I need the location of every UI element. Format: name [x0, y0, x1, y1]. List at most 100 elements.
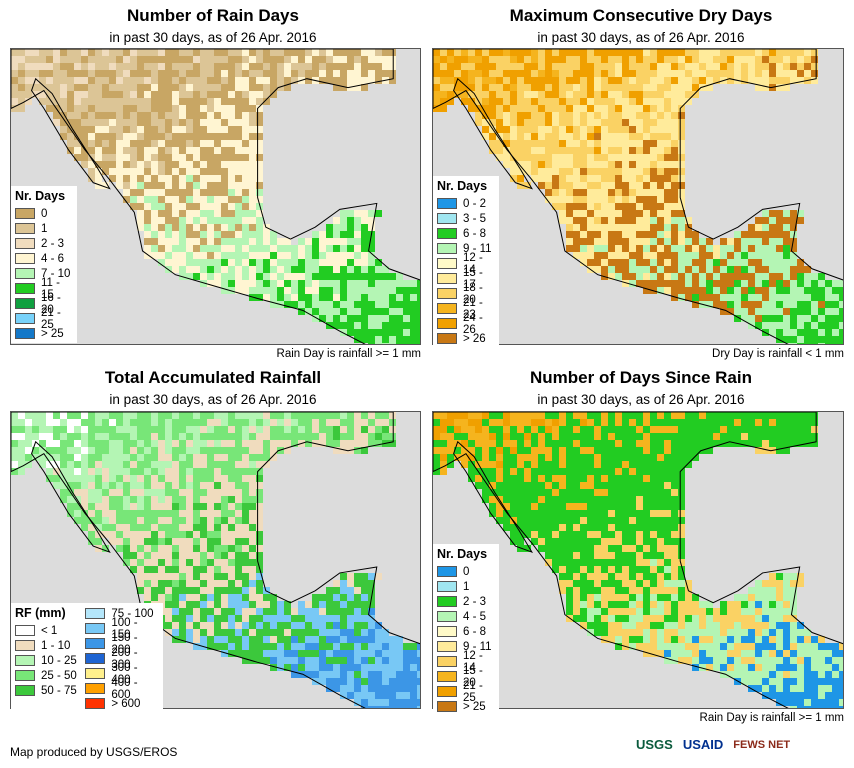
- legend-label: 21 - 25: [41, 306, 61, 331]
- legend-item: 150 - 200: [85, 632, 159, 656]
- legend-label: 12 - 14: [463, 649, 483, 674]
- legend-swatch: [85, 698, 106, 709]
- legend-swatch: [437, 243, 457, 254]
- legend-swatch: [15, 238, 35, 249]
- legend-swatch: [15, 268, 35, 279]
- legend-label: 150 - 200: [111, 631, 138, 656]
- legend-item: 50 - 75: [15, 683, 77, 698]
- legend-swatch: [437, 213, 457, 224]
- legend-swatch: [437, 318, 457, 329]
- legend-item: 11 - 15: [15, 277, 73, 301]
- legend-label: 0 - 2: [463, 197, 487, 210]
- legend-swatch: [85, 623, 106, 634]
- legend-item: 4 - 5: [437, 609, 495, 624]
- legend-item: 15 - 20: [437, 665, 495, 689]
- legend-label: 300 - 400: [111, 661, 138, 686]
- legend-item: 12 - 14: [437, 650, 495, 674]
- panel-title: Maximum Consecutive Dry Days: [509, 6, 773, 25]
- legend-label: 18 - 20: [463, 281, 483, 306]
- panel-subtitle: in past 30 days, as of 26 Apr. 2016: [537, 392, 745, 407]
- legend-rain-days: Nr. Days 0 1 2 - 3 4 - 6 7 - 10 11 - 15 16 - 2…: [11, 186, 77, 343]
- legend-swatch: [15, 283, 35, 294]
- legend-swatch: [437, 303, 457, 314]
- panel-title: Total Accumulated Rainfall: [104, 368, 322, 387]
- legend-label: 15 - 20: [463, 664, 483, 689]
- usgs-logo: USGS: [636, 737, 673, 752]
- legend-dry-days: Nr. Days 0 - 2 3 - 5 6 - 8 9 - 11 12 - 14 15 …: [433, 176, 499, 348]
- legend-label: > 25: [463, 700, 486, 713]
- legend-swatch: [437, 273, 457, 284]
- legend-item: 200 - 300: [85, 647, 159, 671]
- legend-swatch: [15, 208, 35, 219]
- legend-swatch: [437, 198, 457, 209]
- country-border: [433, 412, 843, 708]
- legend-label: 10 - 25: [41, 654, 77, 667]
- legend-label: 9 - 11: [463, 242, 492, 255]
- country-border: [453, 440, 534, 554]
- legend-item: 21 - 23: [437, 297, 495, 321]
- legend-label: 9 - 11: [463, 640, 492, 653]
- legend-item: 25 - 50: [15, 668, 77, 683]
- map-rainfall: [10, 411, 421, 709]
- legend-item: 12 - 14: [437, 252, 495, 276]
- footnote-days-since-rain: Rain Day is rainfall >= 1 mm: [699, 712, 844, 724]
- country-border: [11, 412, 420, 708]
- map-canvas: [11, 412, 420, 708]
- legend-item: 400 - 600: [85, 677, 159, 701]
- legend-item: > 26: [437, 331, 495, 346]
- legend-swatch: [437, 288, 457, 299]
- legend-swatch: [15, 313, 35, 324]
- legend-swatch: [437, 611, 457, 622]
- legend-swatch: [15, 655, 35, 666]
- country-border: [453, 77, 534, 190]
- legend-swatch: [437, 626, 457, 637]
- legend-item: 1 - 10: [15, 638, 77, 653]
- legend-item: 0: [437, 564, 495, 579]
- legend-item: 6 - 8: [437, 226, 495, 241]
- legend-item: 18 - 20: [437, 282, 495, 306]
- country-border: [30, 440, 111, 554]
- map-dry-days: [432, 48, 844, 345]
- legend-label: 21 - 23: [463, 296, 483, 321]
- country-border: [11, 49, 420, 344]
- map-rain-days: [10, 48, 421, 345]
- legend-item: 6 - 8: [437, 624, 495, 639]
- legend-label: 1: [41, 222, 48, 235]
- legend-rainfall: RF (mm) < 1 1 - 10 10 - 25 25 - 50 50 - 75 7…: [11, 603, 163, 713]
- legend-item: 2 - 3: [437, 594, 495, 609]
- legend-label: 7 - 10: [41, 267, 71, 280]
- legend-item: 9 - 11: [437, 639, 495, 654]
- legend-swatch: [85, 683, 106, 694]
- legend-item: 4 - 6: [15, 251, 73, 266]
- panel-title: Number of Days Since Rain: [529, 368, 752, 387]
- map-canvas: [433, 412, 843, 708]
- legend-swatch: [85, 653, 106, 664]
- legend-title: RF (mm): [15, 606, 66, 620]
- footnote-rain-days: Rain Day is rainfall >= 1 mm: [276, 348, 421, 360]
- legend-item: 21 - 25: [15, 307, 73, 331]
- legend-item: > 25: [15, 326, 73, 341]
- legend-label: 4 - 5: [463, 610, 487, 623]
- legend-label: 75 - 100: [111, 607, 154, 620]
- legend-item: 0 - 2: [437, 196, 495, 211]
- legend-item: > 25: [437, 699, 495, 714]
- legend-swatch: [437, 671, 457, 682]
- legend-swatch: [15, 223, 35, 234]
- legend-swatch: [437, 641, 457, 652]
- legend-item: 1: [15, 221, 73, 236]
- legend-swatch: [437, 228, 457, 239]
- panel-subtitle: in past 30 days, as of 26 Apr. 2016: [109, 30, 317, 45]
- panel-title: Number of Rain Days: [127, 6, 299, 25]
- legend-item: < 1: [15, 623, 77, 638]
- country-border: [433, 49, 843, 344]
- legend-label: 0: [463, 565, 470, 578]
- legend-item: 15 - 17: [437, 267, 495, 291]
- legend-swatch: [15, 328, 35, 339]
- legend-title: Nr. Days: [437, 547, 488, 561]
- fewsnet-logo: FEWS NET: [733, 738, 791, 751]
- panel-subtitle: in past 30 days, as of 26 Apr. 2016: [537, 30, 745, 45]
- legend-label: 11 - 15: [41, 276, 60, 301]
- legend-label: 3 - 5: [463, 212, 487, 225]
- legend-label: > 600: [111, 697, 141, 710]
- legend-title: Nr. Days: [15, 189, 66, 203]
